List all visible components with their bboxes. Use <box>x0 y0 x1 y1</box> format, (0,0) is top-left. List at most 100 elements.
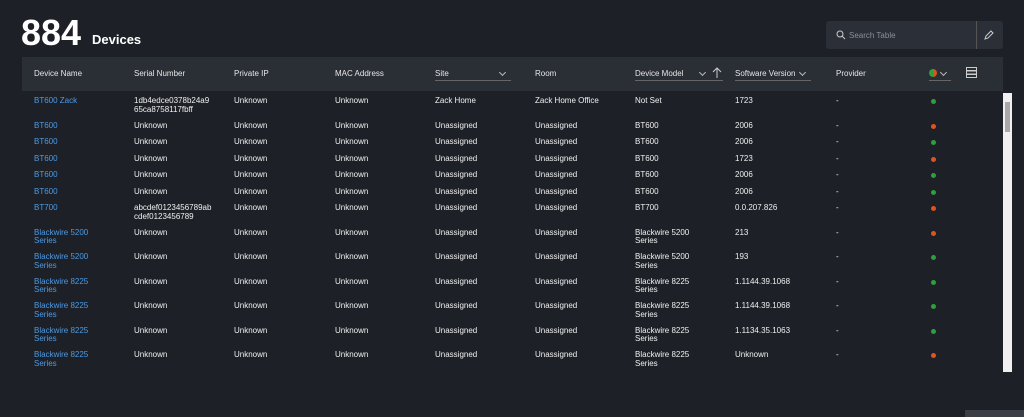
table-cell: Unassigned <box>535 350 578 359</box>
status-dot <box>931 156 936 162</box>
table-cell: Unknown <box>335 137 369 146</box>
column-header[interactable]: Provider <box>836 69 866 78</box>
table-cell: Unknown <box>134 276 168 286</box>
table-cell: Unknown <box>234 96 268 105</box>
table-cell: Unknown <box>234 227 268 237</box>
table-cell: Unknown <box>134 170 168 179</box>
search-box[interactable]: Search Table <box>826 21 1003 49</box>
table-cell: Unassigned <box>435 186 478 196</box>
device-link[interactable]: Blackwire 5200 Series <box>34 252 89 270</box>
table-cell: Unassigned <box>535 276 578 286</box>
table-cell: Unassigned <box>435 153 478 163</box>
table-cell: BT600 <box>635 170 659 179</box>
device-link[interactable]: BT600 <box>34 186 58 196</box>
table-cell: Unknown <box>335 350 369 359</box>
device-link[interactable]: Blackwire 5200 Series <box>34 227 89 245</box>
table-cell: BT600 <box>635 137 659 146</box>
table-cell: - <box>836 137 839 146</box>
scrollbar[interactable] <box>1003 93 1012 372</box>
table-cell: Unknown <box>134 325 168 335</box>
table-cell: 1.1134.35.1063 <box>735 325 791 335</box>
table-cell: Unassigned <box>535 252 578 261</box>
table-cell: Unknown <box>335 227 369 237</box>
table-cell: - <box>836 203 839 212</box>
table-cell: Unknown <box>134 153 168 163</box>
table-cell: 1.1144.39.1068 <box>735 301 791 310</box>
status-dot <box>931 123 936 129</box>
table-cell: Unassigned <box>435 227 478 237</box>
table-cell: Zack Home <box>435 96 476 105</box>
table-cell: 2006 <box>735 186 753 196</box>
table-cell: Unknown <box>335 153 369 163</box>
table-cell: - <box>836 301 839 310</box>
table-cell: Unknown <box>234 350 268 359</box>
device-link[interactable]: BT600 <box>34 170 58 179</box>
device-link[interactable]: BT600 <box>34 137 58 146</box>
column-header[interactable]: Software Version <box>735 69 796 78</box>
table-cell: Unassigned <box>435 301 478 310</box>
table-cell: - <box>836 325 839 335</box>
table-cell: Unassigned <box>535 137 578 146</box>
status-dot <box>931 173 936 178</box>
table-cell: Unknown <box>134 227 168 237</box>
device-link[interactable]: BT600 <box>34 153 58 163</box>
table-cell: 1723 <box>735 96 753 105</box>
table-cell: - <box>836 170 839 179</box>
table-cell: Unknown <box>335 276 369 286</box>
column-header[interactable]: Device Name <box>34 69 83 78</box>
table-cell: Unknown <box>335 170 369 179</box>
table-cell: Unassigned <box>435 170 478 179</box>
device-link[interactable]: BT600 Zack <box>34 96 78 105</box>
device-link[interactable]: BT700 <box>34 203 58 212</box>
table-cell: - <box>836 186 839 196</box>
device-link[interactable]: BT600 <box>34 120 58 130</box>
table-cell: Unknown <box>335 203 369 212</box>
search-icon <box>836 30 846 40</box>
table-cell: Unassigned <box>535 203 578 212</box>
table-cell: Blackwire 8225 Series <box>635 325 690 343</box>
device-link[interactable]: Blackwire 8225 Series <box>34 301 89 319</box>
device-count: 884 <box>21 12 82 53</box>
table-cell: Blackwire 8225 Series <box>635 301 690 319</box>
table-cell: Unassigned <box>535 170 578 179</box>
table-cell: Blackwire 8225 Series <box>635 276 690 294</box>
table-cell: Unassigned <box>435 137 478 146</box>
column-header[interactable]: Private IP <box>234 69 269 78</box>
status-filter[interactable] <box>929 69 937 77</box>
columns-icon[interactable] <box>966 67 977 78</box>
table-cell: Unknown <box>234 137 268 146</box>
device-link[interactable]: Blackwire 8225 Series <box>34 350 89 368</box>
table-cell: Unassigned <box>435 120 478 130</box>
table-cell: BT600 <box>635 120 659 130</box>
table-cell: Unknown <box>234 301 268 310</box>
search-placeholder: Search Table <box>849 31 896 40</box>
table-cell: - <box>836 153 839 163</box>
status-dot <box>931 140 936 145</box>
column-header[interactable]: Device Model <box>635 69 684 78</box>
status-dot <box>931 353 936 358</box>
table-cell: Unknown <box>335 325 369 335</box>
table-cell: Unknown <box>234 203 268 212</box>
table-cell: Unassigned <box>435 325 478 335</box>
device-link[interactable]: Blackwire 8225 Series <box>34 276 89 294</box>
sort-icon[interactable] <box>712 67 722 79</box>
status-dot <box>931 206 936 211</box>
table-cell: 1db4edce0378b24a965ca8758117fbff <box>134 96 210 114</box>
status-dot <box>931 255 936 260</box>
table-cell: Unknown <box>335 96 369 105</box>
table-cell: Unassigned <box>435 203 478 212</box>
column-header[interactable]: MAC Address <box>335 69 384 78</box>
column-header[interactable]: Room <box>535 69 557 78</box>
table-cell: Unknown <box>134 252 168 261</box>
device-link[interactable]: Blackwire 8225 Series <box>34 325 89 343</box>
column-header[interactable]: Serial Number <box>134 69 186 78</box>
edit-icon[interactable] <box>984 30 994 40</box>
table-cell: Unassigned <box>535 186 578 196</box>
table-cell: Unknown <box>234 170 268 179</box>
table-cell: Unknown <box>735 350 769 359</box>
table-cell: BT600 <box>635 153 659 163</box>
column-header[interactable]: Site <box>435 69 449 78</box>
table-cell: Unassigned <box>435 350 478 359</box>
table-cell: Blackwire 5200 Series <box>635 252 690 270</box>
